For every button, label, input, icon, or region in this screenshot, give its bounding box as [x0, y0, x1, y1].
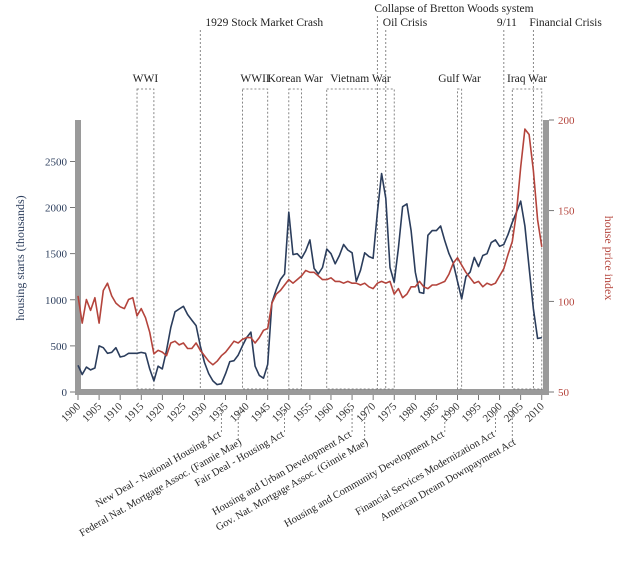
x-tick-label: 1950: [270, 400, 294, 424]
right-tick-label: 150: [558, 206, 575, 218]
event-span-box: [136, 88, 155, 390]
x-tick-label: 1970: [354, 400, 378, 424]
event-span-box: [511, 88, 543, 390]
x-tick-label: 1975: [375, 400, 399, 424]
x-tick-label: 1955: [291, 400, 315, 424]
event-label: Financial Crisis: [529, 17, 602, 29]
event-label: Collapse of Bretton Woods system: [374, 3, 533, 15]
x-tick-label: 2000: [481, 400, 505, 424]
x-tick-label: 1930: [186, 400, 210, 424]
bottom-axis-bar: [75, 389, 549, 395]
event-label: 1929 Stock Market Crash: [205, 17, 323, 29]
x-tick-label: 1965: [333, 400, 357, 424]
series-lines: [77, 128, 543, 386]
right-tick-label: 200: [558, 115, 575, 127]
x-tick-label: 1935: [207, 400, 231, 424]
housing-starts-line: [77, 172, 542, 386]
x-tick-label: 1940: [228, 400, 252, 424]
left-axis-bar: [75, 120, 81, 395]
x-tick-label: 1980: [396, 400, 420, 424]
left-axis-title: housing starts (thousands): [13, 195, 27, 320]
event-label: Gulf War: [438, 73, 481, 85]
x-tick-label: 1920: [143, 400, 167, 424]
event-span-box: [457, 88, 463, 390]
right-tick-label: 100: [558, 296, 575, 308]
right-axis-title: house price index: [602, 216, 616, 301]
event-label: Iraq War: [507, 73, 547, 85]
event-label: Korean War: [267, 73, 323, 85]
x-tick-label: 1990: [439, 400, 463, 424]
plot-frame: [75, 120, 549, 395]
x-tick-label: 1945: [249, 400, 273, 424]
left-tick-label: 2000: [45, 203, 68, 215]
x-tick-label: 1995: [460, 400, 484, 424]
x-tick-label: 1925: [164, 400, 188, 424]
event-label: WWII: [240, 73, 270, 85]
x-tick-label: 1960: [312, 400, 336, 424]
axis-ticks: 0500100015002000250050100150200190019051…: [45, 115, 575, 425]
x-tick-label: 2010: [523, 400, 547, 424]
event-label: 9/11: [497, 17, 517, 29]
x-tick-label: 1915: [122, 400, 146, 424]
right-tick-label: 50: [558, 387, 570, 399]
x-tick-label: 1985: [417, 400, 441, 424]
event-label: Oil Crisis: [383, 17, 428, 29]
event-label: Vietnam War: [330, 73, 391, 85]
event-span-box: [242, 88, 269, 390]
left-tick-label: 0: [62, 387, 68, 399]
left-tick-label: 2500: [45, 156, 68, 168]
x-tick-label: 1905: [80, 400, 104, 424]
house-price-index-line: [77, 128, 543, 366]
left-tick-label: 1500: [45, 249, 68, 261]
right-axis-bar: [543, 120, 549, 395]
event-label: WWI: [133, 73, 159, 85]
x-tick-label: 1900: [59, 400, 83, 424]
event-span-box: [326, 88, 395, 390]
x-tick-label: 2005: [502, 400, 526, 424]
act-label: American Dream Downpayment Act: [379, 437, 518, 524]
left-tick-label: 1000: [45, 295, 68, 307]
left-tick-label: 500: [51, 341, 68, 353]
x-tick-label: 1910: [101, 400, 125, 424]
